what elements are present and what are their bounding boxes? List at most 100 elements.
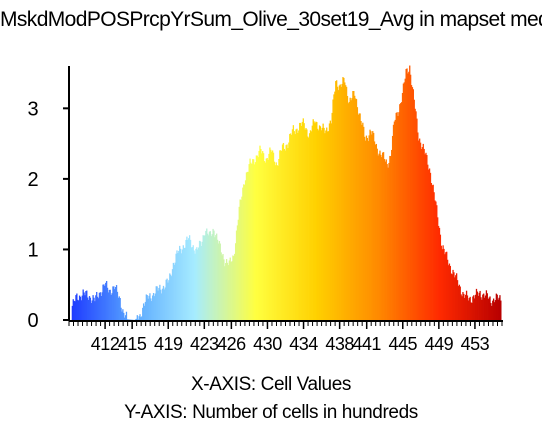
histogram-bar bbox=[330, 123, 332, 320]
histogram-bar bbox=[474, 298, 476, 320]
histogram-bar bbox=[121, 311, 123, 320]
histogram-bar bbox=[232, 255, 234, 320]
histogram-bar bbox=[101, 292, 103, 320]
histogram-bar bbox=[201, 241, 203, 320]
histogram-bar bbox=[361, 124, 363, 320]
histogram-bar bbox=[216, 239, 219, 320]
histogram-bar bbox=[308, 133, 311, 320]
histogram-bar bbox=[112, 286, 114, 320]
histogram-bar bbox=[78, 300, 80, 320]
histogram-bar bbox=[185, 239, 187, 320]
histogram-bar bbox=[411, 87, 414, 320]
histogram-bar bbox=[152, 293, 155, 320]
histogram-bar bbox=[265, 158, 267, 320]
histogram-bar bbox=[266, 158, 268, 320]
histogram-bar bbox=[335, 81, 337, 320]
histogram-bar bbox=[271, 150, 274, 320]
histogram-bar bbox=[169, 273, 171, 320]
histogram-bar bbox=[194, 253, 196, 320]
histogram-bar bbox=[173, 264, 175, 320]
histogram-bar bbox=[246, 171, 249, 320]
histogram-bar bbox=[221, 255, 223, 320]
histogram-bar bbox=[339, 84, 341, 320]
histogram-bar bbox=[296, 128, 298, 320]
histogram-bar bbox=[125, 311, 128, 320]
histogram-bar bbox=[280, 150, 282, 320]
histogram-bar bbox=[230, 261, 232, 320]
histogram-bar bbox=[431, 185, 433, 320]
histogram-bar bbox=[198, 247, 200, 320]
histogram-bar bbox=[304, 129, 306, 320]
histogram-bar bbox=[437, 225, 440, 320]
histogram-bar bbox=[451, 274, 453, 320]
histogram-bar bbox=[119, 298, 121, 320]
histogram-bar bbox=[462, 292, 464, 320]
histogram-bar bbox=[384, 161, 387, 320]
histogram-bar bbox=[459, 286, 461, 320]
histogram-bar bbox=[477, 295, 479, 320]
histogram-bar bbox=[484, 295, 487, 320]
x-tick-label: 415 bbox=[118, 334, 147, 354]
histogram-bar bbox=[436, 205, 438, 320]
histogram-bar bbox=[454, 277, 456, 320]
histogram-bar bbox=[326, 127, 328, 320]
histogram-bar bbox=[473, 295, 475, 320]
histogram-bar bbox=[467, 300, 470, 320]
histogram-bar bbox=[373, 132, 375, 320]
histogram-bar bbox=[153, 296, 156, 320]
x-tick-label: 434 bbox=[289, 334, 318, 354]
histogram-bar bbox=[374, 144, 377, 320]
histogram-bar bbox=[253, 164, 256, 320]
histogram-bar bbox=[498, 297, 500, 320]
x-axis-caption: X-AXIS: Cell Values bbox=[191, 374, 351, 395]
histogram-bar bbox=[318, 125, 321, 321]
histogram-bar bbox=[342, 77, 344, 320]
histogram-bar bbox=[317, 128, 319, 320]
histogram-bar bbox=[267, 159, 269, 320]
histogram-bar bbox=[159, 284, 161, 320]
histogram-bar bbox=[350, 100, 352, 320]
histogram-bar bbox=[362, 122, 364, 320]
histogram-bar bbox=[245, 172, 248, 320]
histogram-bar bbox=[73, 300, 75, 320]
histogram-bar bbox=[89, 297, 92, 320]
histogram-bar bbox=[115, 287, 117, 320]
histogram-bar bbox=[243, 184, 245, 320]
histogram-bar bbox=[91, 300, 93, 320]
histogram-bar bbox=[207, 235, 210, 320]
histogram-bar bbox=[175, 253, 177, 320]
histogram-bar bbox=[492, 300, 494, 320]
histogram-bar bbox=[84, 295, 86, 320]
histogram-bar bbox=[347, 103, 350, 320]
histogram-bar bbox=[183, 248, 185, 320]
histogram-bar bbox=[240, 199, 242, 320]
histogram-bar bbox=[409, 65, 411, 320]
histogram-bar bbox=[497, 299, 499, 320]
histogram-bar bbox=[99, 292, 101, 320]
histogram-bar bbox=[371, 134, 373, 320]
histogram-bar bbox=[181, 249, 184, 320]
histogram-bar bbox=[298, 130, 300, 320]
histogram-bar bbox=[415, 111, 417, 320]
histogram-bar bbox=[402, 83, 405, 320]
histogram-bar bbox=[164, 287, 166, 320]
histogram-bar bbox=[491, 305, 493, 320]
histogram-bar bbox=[363, 136, 366, 320]
histogram-bar bbox=[214, 237, 216, 320]
histogram-bar bbox=[118, 296, 120, 320]
histogram-bar bbox=[428, 168, 431, 320]
histogram-bar bbox=[190, 247, 193, 320]
histogram-bar bbox=[429, 172, 432, 320]
histogram-bar bbox=[238, 206, 240, 320]
histogram-bar bbox=[422, 143, 424, 320]
y-tick-label: 0 bbox=[27, 310, 38, 332]
histogram-bar bbox=[443, 248, 445, 320]
histogram-bar bbox=[376, 148, 378, 320]
histogram-bar bbox=[182, 245, 184, 320]
histogram-bar bbox=[386, 164, 388, 320]
y-tick-label: 1 bbox=[27, 239, 38, 261]
histogram-bar bbox=[74, 301, 76, 320]
chart-title: MskdModPOSPrcpYrSum_Olive_30set19_Avg in… bbox=[0, 8, 542, 31]
histogram-bar bbox=[433, 192, 435, 320]
histogram-bar bbox=[336, 86, 339, 321]
